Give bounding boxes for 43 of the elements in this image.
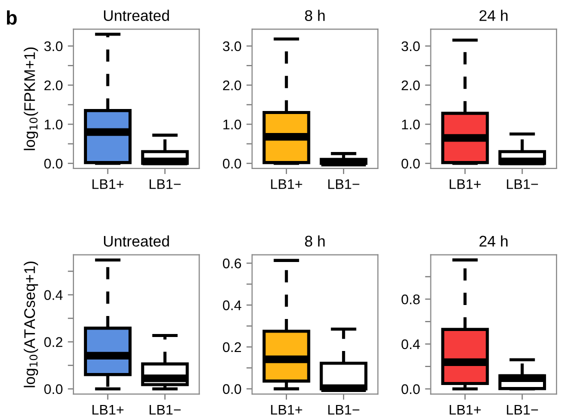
x-tick-label: LB1− [328, 404, 360, 415]
x-tick-label: LB1+ [271, 179, 302, 189]
y-tick-label: 0.0 [402, 384, 420, 394]
x-tick-label: LB1+ [92, 179, 124, 189]
x-tick-label: LB1+ [271, 404, 302, 415]
y-tick-label: 0.6 [222, 258, 242, 268]
y-tick-label: 0.0 [222, 384, 242, 394]
y-tick-label: 2.0 [223, 80, 242, 90]
y-tick-label: 2.0 [44, 80, 62, 90]
chart-title: 8 h [305, 10, 325, 22]
x-tick-label: LB1− [328, 179, 360, 189]
y-tick-label: 0.4 [402, 339, 420, 350]
chart-title: Untreated [104, 235, 169, 247]
x-tick-label: LB1+ [450, 404, 481, 415]
y-tick-label: 1.0 [44, 120, 62, 130]
y-tick-label: 1.0 [223, 120, 242, 130]
x-tick-label: LB1− [506, 404, 538, 415]
x-tick-label: LB1+ [450, 179, 481, 189]
x-tick-label: LB1− [506, 179, 538, 189]
y-tick-label: 0.0 [222, 158, 242, 169]
x-tick-label: LB1− [150, 179, 181, 189]
y-tick-label: 3.0 [44, 41, 62, 52]
y-tick-label: 0.4 [44, 290, 63, 300]
chart-title: 24 h [480, 10, 508, 21]
chart-title: 8 h [305, 235, 325, 247]
y-tick-label: 0.0 [44, 158, 62, 169]
y-tick-label: 1.0 [402, 120, 420, 130]
text: b [6, 10, 17, 25]
x-tick-label: LB1+ [92, 404, 124, 415]
y-tick-label: 0.0 [44, 384, 62, 394]
x-tick-label: LB1− [150, 404, 181, 415]
y-axis-title: log$_{10}$(ATACseq+1) [24, 262, 38, 388]
y-axis-title: log$_{10}$(FPKM+1) [24, 48, 38, 150]
y-tick-label: 3.0 [402, 41, 420, 52]
y-tick-label: 0.8 [402, 294, 420, 304]
y-tick-label: 0.2 [44, 337, 62, 348]
y-tick-label: 3.0 [222, 41, 242, 52]
y-tick-label: 0.4 [222, 300, 242, 310]
y-tick-label: 0.2 [222, 342, 241, 352]
chart-title: Untreated [104, 10, 169, 22]
y-tick-label: 0.0 [402, 158, 420, 169]
chart-title: 24 h [480, 235, 508, 246]
y-tick-label: 2.0 [402, 80, 420, 90]
